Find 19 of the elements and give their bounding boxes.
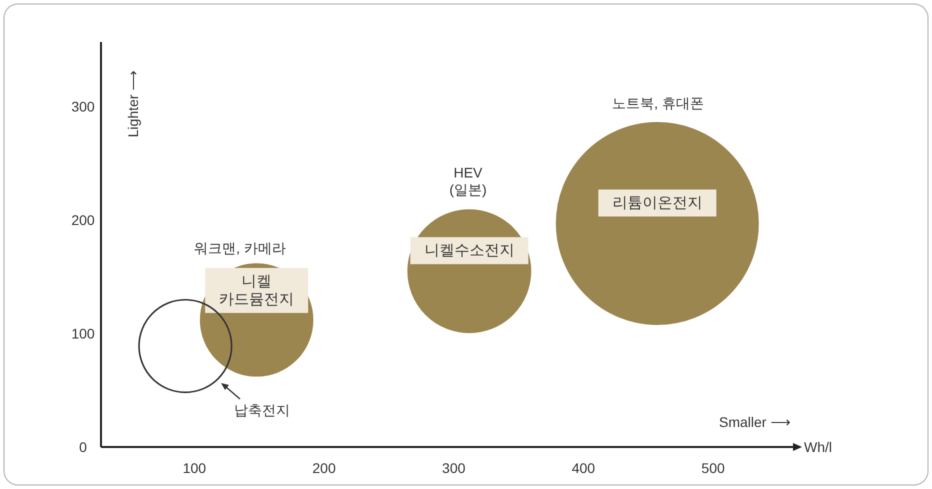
series-label: 니켈 카드뮴전지 bbox=[219, 272, 294, 308]
x-tick-label: 400 bbox=[572, 460, 596, 476]
series-label: 리튬이온전지 bbox=[612, 194, 702, 212]
x-tick-label: 100 bbox=[182, 460, 206, 476]
annotation: Smaller ⟶ bbox=[719, 414, 790, 430]
annotation: HEV (일본) bbox=[449, 164, 487, 198]
x-tick-label: 500 bbox=[701, 460, 726, 476]
annotation: 노트북, 휴대폰 bbox=[612, 95, 704, 111]
y-tick-label: 100 bbox=[71, 326, 95, 342]
annotation: Lighter ⟶ bbox=[125, 70, 141, 138]
x-tick-label: 300 bbox=[442, 460, 466, 476]
y-tick-label: 0 bbox=[79, 439, 88, 455]
annotation: 납축전지 bbox=[234, 402, 290, 418]
y-tick-label: 300 bbox=[71, 98, 95, 115]
annotation: 워크맨, 카메라 bbox=[194, 240, 286, 256]
series-label: 니켈수소전지 bbox=[424, 242, 514, 260]
x-axis-title: Wh/l bbox=[804, 439, 832, 455]
y-tick-label: 200 bbox=[71, 212, 95, 228]
x-tick-label: 200 bbox=[312, 460, 336, 476]
